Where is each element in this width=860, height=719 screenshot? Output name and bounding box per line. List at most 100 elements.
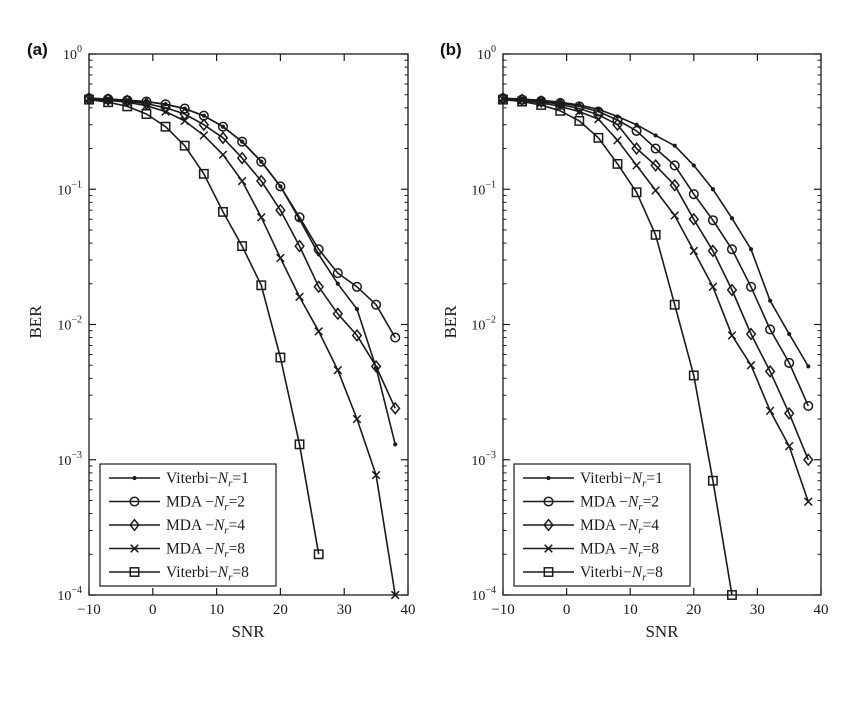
marker-x <box>180 116 190 126</box>
marker-dot <box>653 133 658 138</box>
marker-square <box>198 168 209 179</box>
x-tick-label: 30 <box>750 602 765 618</box>
legend-entry-label: Viterbi−Nr=8 <box>166 564 249 584</box>
marker-dot <box>335 281 340 286</box>
x-tick-label: 30 <box>337 602 352 618</box>
legend-marker-dot <box>132 475 137 481</box>
y-tick-label: 10−4 <box>471 585 496 604</box>
marker-diamond <box>650 158 661 172</box>
y-tick-label: 100 <box>477 44 496 63</box>
series-line <box>88 98 320 555</box>
marker-diamond <box>631 142 642 156</box>
marker-square <box>122 101 133 112</box>
marker-circle <box>688 189 699 200</box>
marker-square <box>294 439 305 450</box>
marker-diamond <box>236 151 248 165</box>
marker-circle <box>217 121 229 132</box>
marker-square <box>141 109 152 119</box>
marker-dot <box>768 298 773 303</box>
x-tick-label: 40 <box>401 602 416 618</box>
marker-x <box>352 414 362 424</box>
marker-dot <box>787 331 792 337</box>
panel-a: −10 0 10 20 30 40 100 10−1 10−2 10−3 10−4 Viterbi−N… <box>57 44 415 618</box>
x-tick-label: 0 <box>563 602 571 618</box>
legend-marker-x <box>544 544 553 553</box>
marker-x <box>803 497 813 506</box>
marker-diamond <box>688 212 700 226</box>
legend: Viterbi−Nr=1 MDA −Nr=2 MDA −Nr=4 MDA −Nr=8 V… <box>99 463 277 587</box>
legend-entry-label: Viterbi−Nr=1 <box>580 470 663 490</box>
marker-dot <box>634 122 639 127</box>
marker-x <box>218 150 228 160</box>
marker-diamond <box>198 118 210 132</box>
legend-entry-label: Viterbi−Nr=8 <box>580 564 663 584</box>
marker-diamond <box>803 453 814 467</box>
marker-square <box>218 206 228 217</box>
legend-marker-circle <box>543 496 554 507</box>
marker-dot <box>806 364 811 369</box>
marker-circle <box>237 136 248 147</box>
marker-x <box>765 406 775 416</box>
marker-diamond <box>764 364 776 378</box>
legend-entry-label: Viterbi−Nr=1 <box>166 470 249 490</box>
marker-diamond <box>783 406 795 420</box>
marker-diamond <box>275 203 286 217</box>
marker-diamond <box>160 101 171 115</box>
legend-entry-label: MDA −Nr=2 <box>166 494 245 514</box>
legend-marker-dot <box>546 475 551 481</box>
marker-dot <box>748 247 754 252</box>
marker-diamond <box>707 244 719 258</box>
x-tick-label: 10 <box>623 602 638 618</box>
axis-ticks <box>88 53 409 596</box>
marker-x <box>371 470 381 480</box>
marker-diamond <box>745 327 757 341</box>
x-tick-label: −10 <box>491 602 514 618</box>
marker-x <box>784 441 794 451</box>
marker-dot <box>672 143 677 148</box>
marker-circle <box>765 324 776 335</box>
marker-diamond <box>313 280 324 294</box>
series-x <box>498 94 813 506</box>
marker-x <box>237 176 247 186</box>
marker-x <box>594 114 603 124</box>
panel-b-y-axis-title: BER <box>441 305 460 339</box>
marker-square <box>517 96 528 107</box>
marker-circle <box>275 181 286 192</box>
series-line <box>88 97 396 409</box>
series-square <box>84 94 324 560</box>
marker-circle <box>707 215 718 226</box>
series-line <box>88 97 396 339</box>
y-tick-label: 10−1 <box>57 179 82 198</box>
legend-marker-square <box>543 567 554 577</box>
marker-x <box>613 135 622 145</box>
marker-square <box>631 187 642 198</box>
panel-a-x-axis-title: SNR <box>231 622 265 641</box>
marker-square <box>707 475 718 486</box>
marker-square <box>256 280 267 291</box>
marker-circle <box>371 299 382 310</box>
legend-marker-diamond <box>543 518 554 532</box>
legend-entry-label: MDA −Nr=8 <box>580 541 659 561</box>
marker-dot <box>729 216 735 221</box>
x-tick-label: 20 <box>686 602 701 618</box>
marker-x <box>256 212 266 222</box>
y-tick-label: 10−2 <box>471 315 496 334</box>
marker-x <box>651 186 660 195</box>
marker-circle <box>313 244 324 255</box>
marker-x <box>632 161 641 170</box>
marker-x <box>689 246 699 256</box>
legend-entry-label: MDA −Nr=2 <box>580 494 659 514</box>
marker-diamond <box>217 131 229 145</box>
marker-diamond <box>726 283 738 297</box>
marker-diamond <box>332 307 344 321</box>
marker-square <box>536 100 547 110</box>
marker-square <box>179 140 190 151</box>
marker-circle <box>803 400 814 411</box>
series-square <box>498 94 737 600</box>
x-tick-label: 40 <box>814 602 829 618</box>
marker-square <box>237 241 248 252</box>
marker-square <box>727 590 737 600</box>
y-tick-label: 10−3 <box>57 450 82 469</box>
